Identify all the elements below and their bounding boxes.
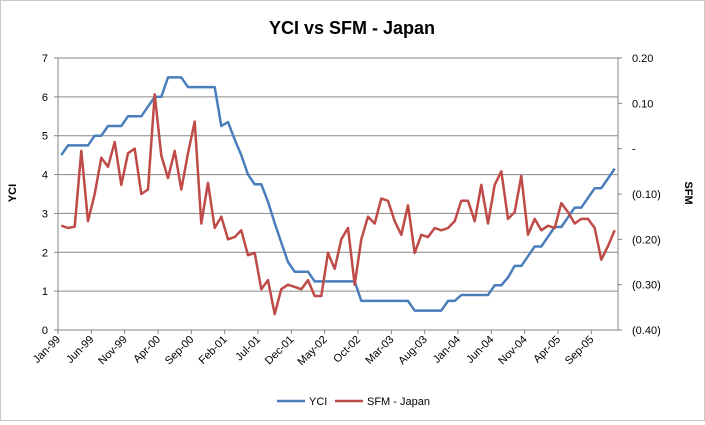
- x-tick-label: May-02: [295, 334, 329, 368]
- y2-tick-label: 0.10: [632, 98, 653, 110]
- y2-tick-label: 0.20: [632, 53, 653, 65]
- x-tick-label: Mar-03: [363, 334, 396, 367]
- x-tick-label: Sep-05: [563, 334, 597, 368]
- y-tick-label: 7: [42, 53, 48, 65]
- y2-tick-label: (0.30): [632, 280, 661, 292]
- y-axis-tick-labels: 0 1 2 3 4 5 6 7: [42, 53, 48, 337]
- y-tick-label: 6: [42, 92, 48, 104]
- x-tick-label: Nov-99: [96, 334, 130, 368]
- legend-label: YCI: [309, 396, 327, 408]
- x-tick-label: Oct-02: [331, 334, 363, 366]
- x-tick-label: Aug-03: [396, 334, 430, 368]
- x-tick-label: Sep-00: [163, 334, 197, 368]
- y-tick-label: 2: [42, 247, 48, 259]
- series-line-yci: [60, 76, 616, 312]
- y-tick-label: 4: [42, 170, 48, 182]
- y-tick-label: 3: [42, 208, 48, 220]
- y-axis-title: YCI: [7, 184, 19, 202]
- y-tick-label: 0: [42, 325, 48, 337]
- legend-label: SFM - Japan: [367, 396, 430, 408]
- series-line-sfm-japan: [60, 93, 616, 316]
- x-tick-label: Nov-04: [496, 334, 530, 368]
- x-tick-label: Jun-99: [64, 334, 96, 366]
- y2-tick-label: (0.40): [632, 325, 661, 337]
- y-tick-label: 5: [42, 131, 48, 143]
- y-tick-label: 1: [42, 286, 48, 298]
- y2-axis-tick-labels: (0.40) (0.30) (0.20) (0.10) - 0.10 0.20: [632, 53, 661, 337]
- y2-tick-label: (0.10): [632, 189, 661, 201]
- axes: [54, 57, 622, 334]
- y2-axis-title: SFM: [682, 181, 694, 204]
- x-tick-label: Jan-04: [431, 334, 463, 366]
- x-axis-tick-labels: Jan-99 Jun-99 Nov-99 Apr-00 Sep-00 Feb-01 Jul-…: [31, 334, 597, 368]
- chart-title: YCI vs SFM - Japan: [269, 18, 435, 38]
- x-tick-label: Dec-01: [263, 334, 297, 368]
- x-tick-label: Feb-01: [197, 334, 230, 367]
- y2-tick-label: (0.20): [632, 234, 661, 246]
- y2-tick-label: -: [632, 144, 636, 156]
- x-tick-label: Apr-00: [131, 334, 163, 366]
- x-tick-label: Jun-04: [464, 334, 496, 366]
- series-lines: [60, 76, 616, 316]
- legend: YCI SFM - Japan: [277, 396, 430, 408]
- x-tick-label: Apr-05: [531, 334, 563, 366]
- x-tick-label: Jul-01: [233, 334, 263, 364]
- x-tick-label: Jan-99: [31, 334, 63, 366]
